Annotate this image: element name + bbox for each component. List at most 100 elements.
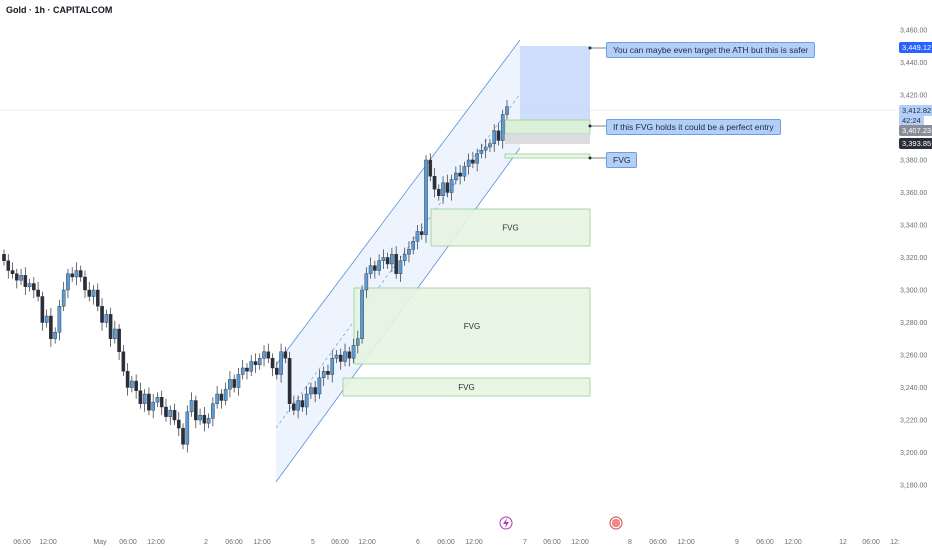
x-tick-label: 06:00: [649, 539, 667, 546]
event-icons[interactable]: [499, 516, 623, 530]
x-tick-label: 06:00: [756, 539, 774, 546]
candle-body: [19, 275, 23, 281]
candle-body: [164, 406, 168, 417]
target-box: [520, 46, 590, 120]
candle-body: [364, 273, 369, 291]
y-tick-label: 3,280.00: [900, 320, 927, 327]
candle-body: [91, 289, 96, 297]
candle-body: [194, 400, 198, 421]
candle-body: [317, 377, 322, 395]
fvg-zone-label: FVG: [458, 383, 474, 392]
fvg-zone: [342, 377, 591, 397]
fvg-zone: [430, 208, 591, 247]
candle-body: [10, 270, 15, 274]
candle-body: [32, 283, 36, 291]
candle-body: [441, 182, 445, 196]
candle-body: [407, 249, 411, 255]
candle-body: [402, 254, 407, 261]
lightning-glyph: [503, 518, 509, 528]
candle-body: [23, 275, 28, 287]
fvg-zones[interactable]: FVG FVG FVG: [342, 46, 591, 397]
candle-body: [488, 143, 492, 148]
candle-body: [245, 367, 249, 372]
candle-body: [309, 387, 313, 395]
current-price-tag: 3,412.82: [899, 105, 932, 116]
candle-body: [385, 257, 390, 265]
candle-body: [500, 114, 505, 141]
candle-body: [249, 361, 254, 372]
entry-fvg-box: [504, 119, 591, 135]
x-tick-label: 6: [416, 539, 420, 546]
candle-body: [100, 306, 104, 323]
candle-body: [219, 393, 224, 401]
candle-body: [151, 401, 155, 411]
candle-body: [159, 397, 164, 408]
candle-body: [436, 189, 441, 196]
level2-price-tag: 3,393.85: [899, 138, 932, 149]
y-tick-label: 3,380.00: [900, 158, 927, 165]
callout-fvg-entry[interactable]: If this FVG holds it could be a perfect …: [606, 119, 781, 135]
x-tick-label: 9: [735, 539, 739, 546]
candle-body: [6, 260, 11, 271]
candle-body: [27, 283, 32, 287]
trend-channel[interactable]: [275, 39, 521, 483]
y-tick-label: 3,260.00: [900, 353, 927, 360]
x-tick-label: 2: [204, 539, 208, 546]
candle-body: [138, 390, 143, 404]
time-axis: 06:00 12:00 May 06:00 12:00 2 06:00 12:00 5 06:00…: [13, 539, 900, 546]
candle-body: [49, 315, 53, 339]
candle-body: [373, 265, 377, 271]
candle-body: [458, 172, 462, 177]
y-tick-label: 3,300.00: [900, 288, 927, 295]
y-tick-label: 3,240.00: [900, 385, 927, 392]
candle-body: [300, 400, 305, 408]
level1-price-tag: 3,407.23: [899, 125, 932, 136]
candles: [2, 100, 509, 453]
target-price-tag: 3,449.12: [899, 42, 932, 53]
candle-body: [479, 150, 484, 154]
x-tick-label: 06:00: [331, 539, 349, 546]
candle-body: [394, 254, 398, 274]
x-tick-label: 12:00: [571, 539, 589, 546]
candle-body: [104, 314, 109, 323]
callout-connectors: [588, 46, 606, 160]
candle-body: [198, 414, 202, 421]
candle-body: [125, 371, 130, 388]
candle-body: [2, 254, 6, 261]
candle-body: [292, 403, 296, 411]
candle-body: [424, 159, 428, 235]
callout-fvg[interactable]: FVG: [606, 152, 638, 168]
candle-body: [445, 182, 450, 193]
candle-body: [321, 371, 326, 378]
candle-body: [505, 106, 509, 115]
candle-body: [14, 273, 19, 281]
candle-body: [40, 296, 45, 323]
price-axis: 3,460.003,440.003,420.003,400.003,380.00…: [0, 28, 927, 490]
candle-body: [185, 411, 190, 445]
y-tick-label: 3,320.00: [900, 255, 927, 262]
candle-body: [189, 400, 194, 413]
candle-body: [492, 130, 497, 144]
stop-box: [505, 134, 590, 144]
candle-body: [304, 393, 309, 408]
candle-body: [368, 265, 373, 274]
x-tick-label: 06:00: [225, 539, 243, 546]
x-tick-label: 06:00: [119, 539, 137, 546]
candle-body: [360, 289, 364, 339]
candle-body: [147, 393, 151, 411]
candle-body: [108, 314, 113, 339]
candle-body: [215, 393, 219, 404]
candle-body: [351, 345, 356, 359]
callout-ath-target[interactable]: You can maybe even target the ATH but th…: [606, 42, 816, 58]
candle-body: [381, 257, 386, 261]
x-tick-label: 12:00: [147, 539, 165, 546]
x-tick-label: 12:00: [465, 539, 483, 546]
candle-body: [262, 351, 266, 359]
x-tick-label: 12:00: [784, 539, 802, 546]
candle-body: [411, 241, 416, 250]
candle-body: [287, 358, 292, 404]
candle-body: [296, 400, 300, 411]
us-flag-glyph: [612, 519, 620, 527]
candle-body: [253, 361, 258, 365]
